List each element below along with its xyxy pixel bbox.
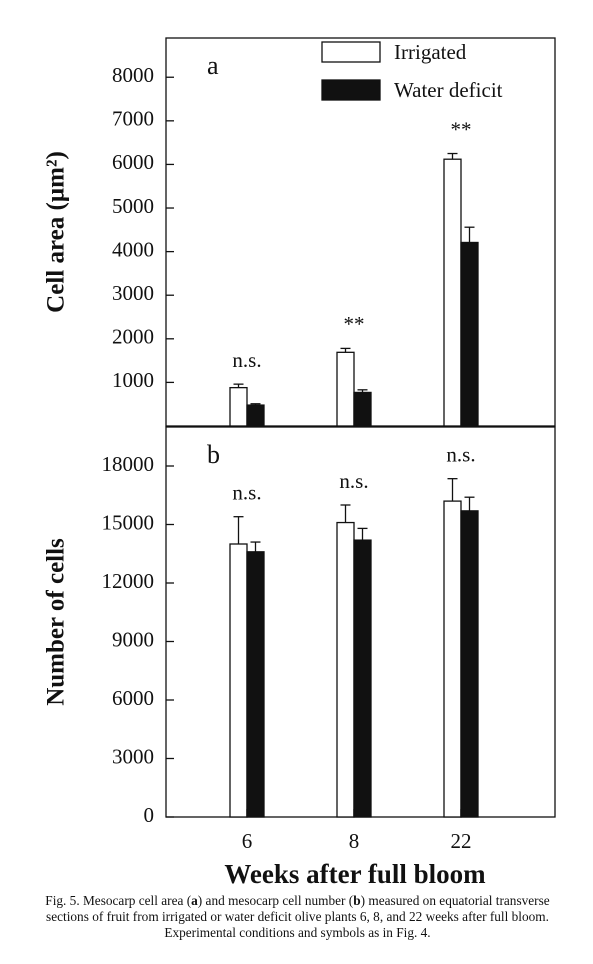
y-tick-label: 1000 <box>112 368 154 392</box>
annotation: ** <box>451 117 472 141</box>
bar <box>443 158 462 427</box>
y-axis-label: Number of cells <box>43 538 70 706</box>
y-tick-label: 4000 <box>112 237 154 261</box>
annotation: n.s. <box>232 481 261 505</box>
bar <box>443 500 462 818</box>
y-tick-label: 18000 <box>102 452 155 476</box>
panel-label: b <box>207 440 220 469</box>
y-tick-label: 3000 <box>112 744 154 768</box>
y-tick-label: 5000 <box>112 194 154 218</box>
bar <box>229 543 248 818</box>
caption-text: Fig. 5. Mesocarp cell area ( <box>45 893 192 908</box>
y-tick-label: 6000 <box>112 686 154 710</box>
caption: Fig. 5. Mesocarp cell area (a) and mesoc… <box>30 893 565 941</box>
bar <box>460 241 479 427</box>
x-tick-label: 8 <box>349 829 360 853</box>
bar <box>353 539 372 818</box>
caption-text: a <box>191 893 198 908</box>
bar <box>336 351 355 427</box>
legend-label: Irrigated <box>394 40 467 64</box>
x-tick-label: 22 <box>451 829 472 853</box>
y-axis-label: Cell area (µm²) <box>43 151 70 313</box>
caption-text: ) measured on equatorial transverse sect… <box>46 893 550 940</box>
bar <box>246 551 265 818</box>
bar <box>229 386 248 427</box>
legend-label: Water deficit <box>394 78 503 102</box>
annotation: n.s. <box>232 348 261 372</box>
caption-text: b <box>353 893 361 908</box>
y-tick-label: 3000 <box>112 281 154 305</box>
legend-swatch <box>321 79 381 101</box>
caption-text: ) and mesocarp cell number ( <box>197 893 354 908</box>
figure: a 1000 2000 3000 4000 5000 6000 7000 8000 Cell ar… <box>43 37 556 889</box>
y-tick-label: 15000 <box>102 510 155 534</box>
x-tick-label: 6 <box>242 829 253 853</box>
bar <box>460 510 479 818</box>
y-tick-label: 6000 <box>112 150 154 174</box>
y-tick-label: 8000 <box>112 63 154 87</box>
y-tick-label: 0 <box>144 803 155 827</box>
annotation: ** <box>344 312 365 336</box>
y-tick-label: 2000 <box>112 325 154 349</box>
y-tick-label: 9000 <box>112 627 154 651</box>
annotation: n.s. <box>339 469 368 493</box>
bar <box>336 521 355 818</box>
x-axis-label: Weeks after full bloom <box>224 859 486 889</box>
legend-swatch <box>321 41 381 63</box>
bar <box>246 404 265 427</box>
bar <box>353 391 372 427</box>
y-tick-label: 7000 <box>112 107 154 131</box>
annotation: n.s. <box>446 442 475 466</box>
y-tick-label: 12000 <box>102 569 155 593</box>
panel-label: a <box>207 51 219 80</box>
